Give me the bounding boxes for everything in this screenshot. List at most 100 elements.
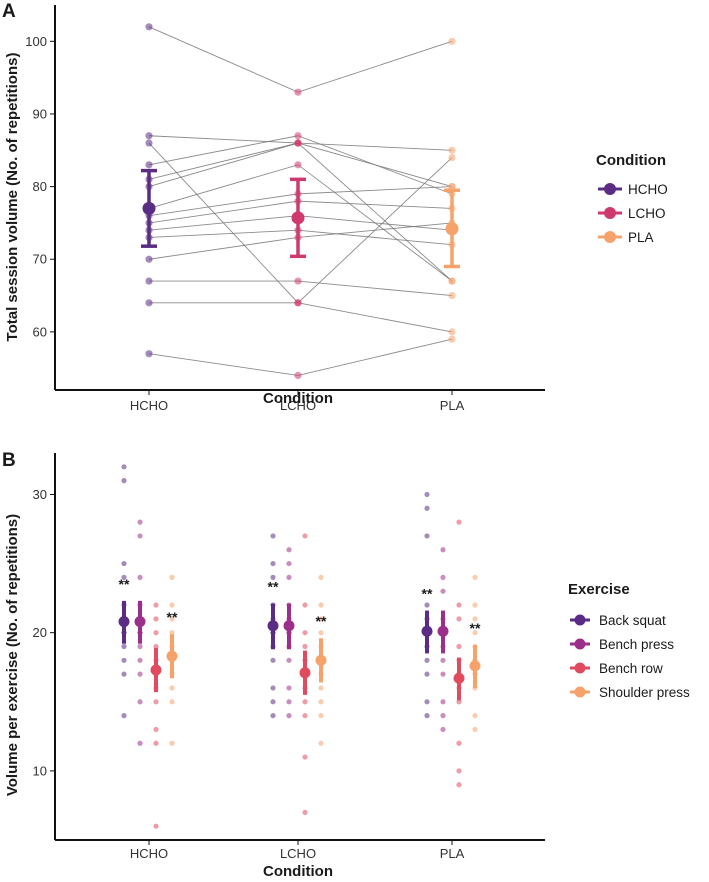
- participant-point-hcho: [145, 255, 153, 263]
- point-bench-row: [153, 616, 159, 622]
- panel-b-means: [118, 600, 481, 701]
- point-back-squat: [424, 602, 430, 608]
- legend-b-label-bench-press: Bench press: [599, 637, 674, 652]
- point-shoulder-press: [318, 616, 324, 622]
- point-bench-row: [153, 602, 159, 608]
- panel-b-x-axis-title: Condition: [263, 863, 333, 880]
- legend-a-item-pla: PLA: [598, 230, 654, 245]
- participant-point-hcho: [145, 350, 153, 358]
- panel-a-means: [141, 168, 460, 269]
- participant-line: [148, 26, 453, 93]
- panel-a-y-ticks: 60 70 80 90 100: [25, 34, 55, 339]
- point-shoulder-press: [472, 713, 478, 719]
- point-shoulder-press: [472, 726, 478, 733]
- point-shoulder-press: [472, 574, 478, 580]
- point-shoulder-press: [472, 630, 478, 636]
- point-back-squat: [424, 491, 430, 498]
- point-back-squat: [270, 685, 276, 691]
- panel-a-y-tick-label: 80: [33, 179, 47, 194]
- participant-point-pla: [448, 153, 456, 162]
- point-bench-row: [153, 643, 159, 650]
- mean-errorbar-bench-press: [283, 603, 295, 650]
- point-bench-press: [286, 685, 292, 691]
- participant-point-lcho: [294, 299, 302, 307]
- legend-b-item-back-squat: Back squat: [570, 613, 666, 628]
- mean-errorbar-lcho: [290, 177, 306, 259]
- legend-b-item-bench-press: Bench press: [570, 637, 674, 652]
- legend-a-swatch-dot: [604, 231, 616, 243]
- point-back-squat: [424, 699, 430, 705]
- panel-a-y-axis-title: Total session volume (No. of repetitions…: [4, 53, 21, 342]
- point-bench-row: [302, 754, 308, 760]
- panel-b-y-axis-title: Volume per exercise (No. of repetitions): [4, 514, 21, 796]
- mean-errorbar-back-squat: [421, 610, 433, 654]
- mean-point: [437, 625, 449, 637]
- panel-a-x-ticks: HCHO LCHO PLA: [130, 390, 465, 413]
- point-back-squat: [121, 713, 127, 719]
- legend-b-item-shoulder-press: Shoulder press: [570, 685, 690, 700]
- point-bench-row: [456, 519, 462, 525]
- legend-a-title: Condition: [596, 152, 666, 169]
- mean-point: [142, 201, 156, 215]
- legend-b-label-back-squat: Back squat: [599, 613, 666, 628]
- point-shoulder-press: [318, 713, 324, 719]
- point-bench-row: [456, 699, 462, 705]
- legend-b-swatch-dot: [574, 638, 586, 650]
- mean-point: [150, 664, 162, 676]
- participant-point-pla: [448, 277, 456, 285]
- participant-point-lcho: [294, 277, 302, 285]
- legend-b-swatch-dot: [574, 662, 586, 674]
- point-bench-press: [286, 574, 292, 580]
- panel-b-axes: [54, 453, 545, 841]
- mean-errorbar-back-squat: [118, 600, 130, 644]
- point-back-squat: [121, 657, 127, 663]
- mean-errorbar-shoulder-press: [166, 634, 178, 679]
- mean-errorbar-back-squat: [267, 603, 279, 650]
- legend-a-item-hcho: HCHO: [598, 182, 668, 197]
- point-bench-press: [137, 740, 143, 746]
- point-back-squat: [270, 574, 276, 580]
- point-bench-press: [286, 560, 292, 567]
- mean-point: [421, 625, 433, 637]
- participant-point-hcho: [145, 139, 153, 147]
- participant-line: [148, 338, 453, 376]
- point-bench-press: [286, 699, 292, 705]
- participant-point-pla: [448, 335, 456, 343]
- participant-point-lcho: [294, 139, 302, 147]
- panel-a-x-tick-label: PLA: [440, 398, 465, 413]
- participant-point-pla: [448, 183, 456, 191]
- point-back-squat: [424, 713, 430, 719]
- mean-errorbar-bench-press: [437, 610, 449, 654]
- point-shoulder-press: [318, 602, 324, 608]
- panel-a-x-tick-label: LCHO: [280, 398, 316, 413]
- point-back-squat: [270, 713, 276, 719]
- point-back-squat: [121, 671, 127, 677]
- point-shoulder-press: [318, 740, 324, 746]
- point-bench-row: [153, 630, 159, 636]
- point-shoulder-press: [169, 630, 175, 636]
- participant-point-pla: [448, 291, 456, 300]
- point-bench-press: [440, 726, 446, 733]
- participant-point-lcho: [294, 132, 302, 140]
- participant-point-lcho: [294, 88, 302, 96]
- point-shoulder-press: [472, 616, 478, 622]
- point-bench-row: [302, 602, 308, 608]
- point-shoulder-press: [169, 616, 175, 622]
- point-bench-press: [137, 657, 143, 663]
- significance-mark: **: [422, 586, 433, 602]
- mean-errorbar-bench-press: [134, 600, 146, 644]
- point-shoulder-press: [169, 699, 175, 705]
- point-bench-row: [456, 616, 462, 622]
- panel-b-y-tick-label: 20: [33, 625, 47, 640]
- mean-errorbar-hcho: [141, 168, 157, 248]
- point-bench-row: [153, 740, 159, 746]
- panel-a-legend: Condition HCHO LCHO PLA: [596, 152, 668, 245]
- legend-b-item-bench-row: Bench row: [570, 661, 663, 676]
- point-back-squat: [121, 478, 127, 484]
- point-bench-row: [302, 699, 308, 705]
- significance-mark: **: [268, 579, 279, 595]
- point-bench-press: [286, 547, 292, 553]
- point-bench-row: [456, 782, 462, 788]
- point-bench-press: [137, 519, 143, 525]
